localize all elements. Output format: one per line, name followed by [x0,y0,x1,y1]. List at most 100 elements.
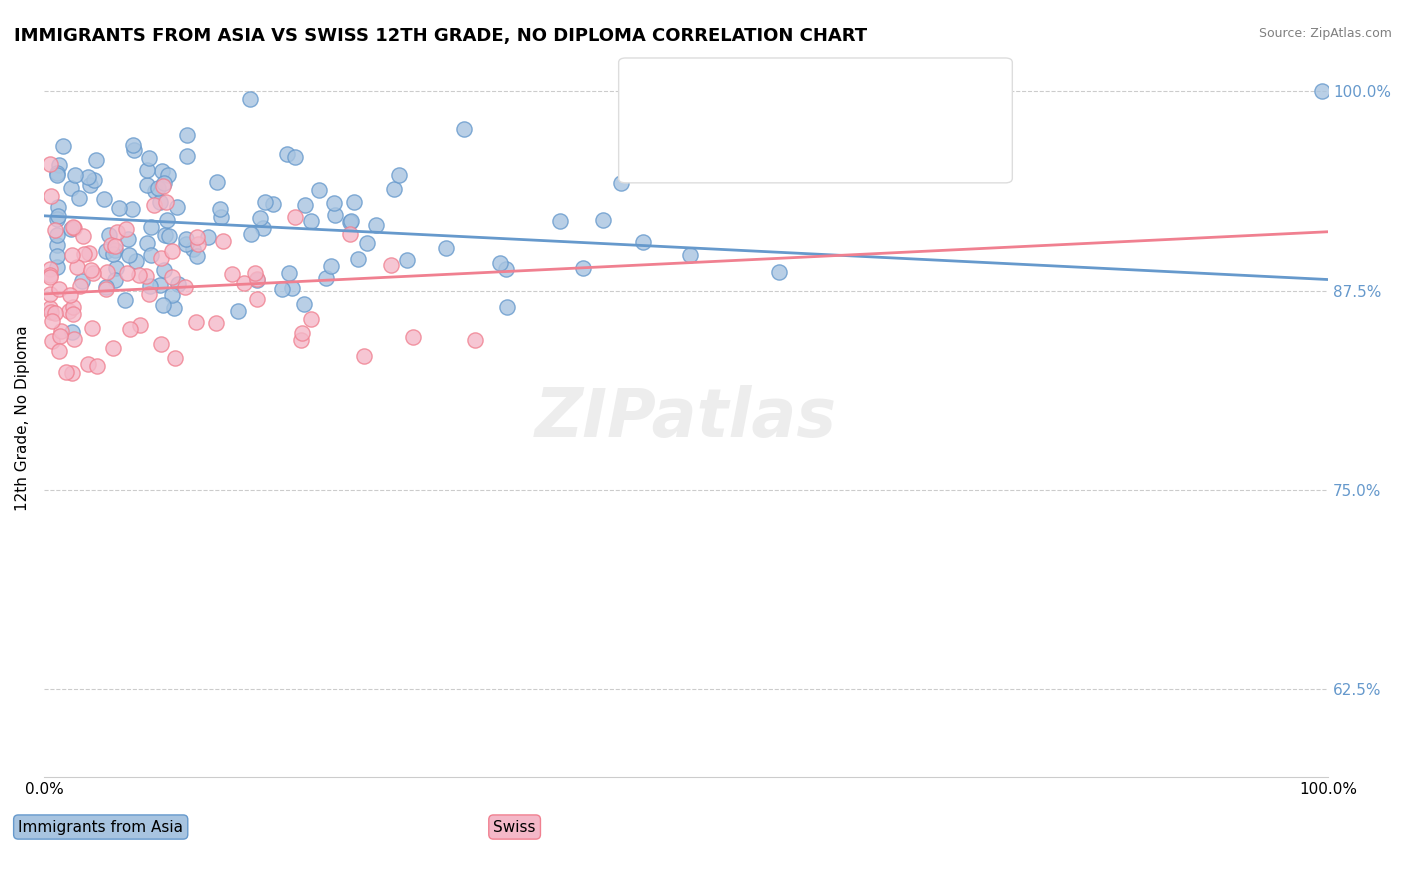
Point [41,314,63,328]
Point [157,229,180,244]
Point [339,227,361,241]
Point [138,287,160,301]
Point [108,201,131,215]
Point [141,220,163,235]
Point [136,162,159,177]
Point [572,261,595,276]
Point [1310,85,1333,99]
Point [548,214,571,228]
Text: IMMIGRANTS FROM ASIA VS SWISS 12TH GRADE, NO DIPLOMA CORRELATION CHART: IMMIGRANTS FROM ASIA VS SWISS 12TH GRADE… [14,27,868,45]
Point [321,259,343,273]
Point [152,263,174,277]
Point [205,175,228,189]
Point [156,213,179,227]
Point [402,330,425,344]
Text: N =: N = [845,137,879,153]
Point [160,288,183,302]
Point [165,351,187,366]
Point [46,200,69,214]
Point [356,236,378,251]
Point [294,198,316,212]
Point [51,139,73,153]
Point [39,189,62,203]
Point [55,365,77,379]
Point [46,238,69,252]
Point [496,301,519,315]
Point [388,168,411,182]
Point [117,231,139,245]
Point [434,241,457,255]
Point [211,234,233,248]
Point [315,270,337,285]
Point [150,336,173,351]
Point [48,157,70,171]
Point [160,244,183,259]
Point [768,265,790,279]
Point [48,282,70,296]
Point [149,277,172,292]
Point [254,195,277,210]
Point [117,266,139,280]
Text: 113: 113 [900,88,934,106]
Point [209,211,232,225]
Point [176,149,198,163]
Point [39,301,62,315]
Point [149,194,172,209]
Point [346,252,368,267]
Point [245,266,267,280]
Point [105,225,128,239]
Point [246,292,269,306]
Point [186,229,208,244]
FancyBboxPatch shape [530,45,793,147]
Point [176,237,198,252]
Point [610,176,633,190]
Text: Swiss: Swiss [494,820,536,835]
Point [63,332,86,346]
Point [62,300,84,314]
Point [39,305,62,319]
Text: R =: R = [695,137,728,153]
Point [150,163,173,178]
Point [79,246,101,260]
Point [94,282,117,296]
Point [73,246,96,260]
Point [249,211,271,226]
Point [245,272,267,286]
Point [136,178,159,192]
Point [155,194,177,209]
Point [340,214,363,228]
Point [284,149,307,163]
Point [143,184,166,198]
Text: ZIPatlas: ZIPatlas [536,385,837,451]
Point [63,168,86,182]
Point [184,315,207,329]
Text: 77: 77 [900,136,922,154]
Point [323,195,346,210]
Point [96,280,118,294]
Point [152,178,174,193]
Point [49,324,72,338]
Point [125,253,148,268]
Point [339,215,361,229]
Point [120,322,142,336]
Text: R =: R = [695,89,728,104]
Point [174,232,197,246]
Point [101,247,124,261]
Point [48,343,70,358]
Point [239,93,262,107]
Point [380,258,402,272]
Point [205,317,228,331]
Text: Source: ZipAtlas.com: Source: ZipAtlas.com [1258,27,1392,40]
Point [86,359,108,373]
Point [60,326,83,340]
Point [135,235,157,250]
Text: Immigrants from Asia: Immigrants from Asia [18,820,183,835]
Point [103,341,125,355]
Point [45,250,67,264]
Point [396,253,419,268]
Point [453,122,475,136]
Point [128,268,150,283]
FancyBboxPatch shape [530,94,793,195]
Point [39,157,62,171]
Point [138,151,160,165]
